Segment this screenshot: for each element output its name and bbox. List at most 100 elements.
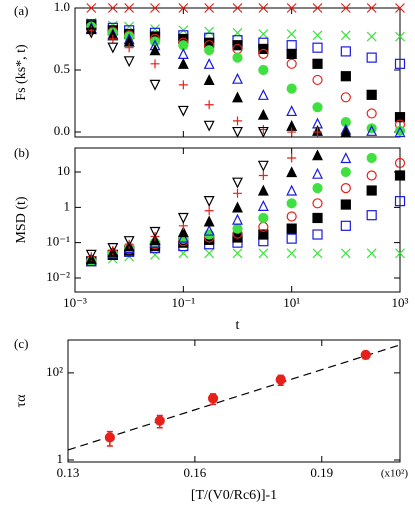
y-tick-label: 1 (57, 451, 64, 466)
plot-frame (74, 147, 401, 293)
data-point (340, 30, 351, 41)
x-tick-label: 0.16 (184, 465, 207, 480)
data-point (177, 231, 189, 243)
data-point (203, 74, 215, 86)
data-point (312, 212, 323, 224)
data-point (394, 126, 406, 138)
data-point (340, 248, 351, 259)
data-point (395, 31, 405, 42)
data-point (258, 212, 269, 224)
data-point (124, 3, 135, 13)
data-point (258, 3, 269, 13)
x-axis-label: [T/(V0/Rc6)]-1 (191, 488, 277, 503)
data-point (178, 80, 188, 90)
data-point (204, 206, 214, 216)
data-point (340, 183, 351, 194)
data-point (312, 3, 323, 13)
data-point (177, 226, 189, 238)
data-point (340, 46, 351, 57)
data-point (312, 229, 323, 240)
data-point (107, 243, 119, 254)
data-point (257, 200, 269, 211)
data-point (395, 3, 405, 13)
data-point (257, 126, 269, 138)
data-point (123, 56, 135, 68)
data-point (232, 223, 243, 234)
data-point (150, 59, 160, 69)
data-point (340, 199, 351, 210)
data-point (257, 88, 269, 100)
y-tick-label: 10⁻² (46, 269, 70, 284)
data-point (287, 127, 297, 137)
data-point (123, 236, 135, 248)
x-tick-label: 10⁻³ (63, 295, 87, 310)
data-point (366, 108, 377, 119)
data-point (177, 57, 189, 69)
data-point (232, 91, 243, 103)
y-axis-label: τα (14, 394, 29, 408)
data-point (394, 157, 406, 169)
data-point (366, 210, 377, 221)
data-point (340, 92, 351, 103)
data-point (232, 177, 243, 189)
data-point (286, 48, 297, 59)
data-point (275, 374, 286, 385)
data-point (104, 432, 115, 443)
fit-line (67, 344, 401, 451)
data-point (286, 83, 297, 94)
data-point (232, 40, 243, 51)
x-tick-label: 10⁻¹ (171, 295, 195, 310)
data-point (177, 212, 189, 224)
data-point (312, 183, 323, 194)
data-point (286, 29, 297, 39)
data-point (394, 170, 406, 181)
data-point (232, 126, 243, 138)
data-point (203, 120, 215, 132)
y-tick-label: 1.0 (54, 0, 70, 14)
data-point (232, 3, 243, 13)
data-point (203, 57, 215, 69)
data-point (149, 44, 161, 56)
data-point (258, 248, 269, 259)
data-point (177, 105, 189, 117)
data-point (257, 184, 269, 196)
data-point (124, 239, 134, 249)
data-point (257, 160, 269, 172)
data-point (258, 29, 269, 39)
data-point (177, 48, 189, 59)
data-point (340, 3, 351, 13)
data-point (233, 116, 242, 126)
data-point (286, 105, 298, 117)
data-point (207, 393, 219, 404)
data-point (232, 201, 243, 213)
data-point (233, 188, 242, 198)
data-point (286, 223, 297, 234)
data-point (124, 43, 134, 53)
data-point (108, 34, 118, 44)
data-point (360, 349, 371, 360)
y-axis-label: MSD (t) (14, 196, 29, 243)
data-point (366, 185, 377, 196)
data-point (286, 198, 297, 209)
data-point (286, 166, 298, 178)
data-point (394, 58, 406, 69)
data-point (340, 126, 352, 138)
data-point (85, 27, 97, 39)
data-point (286, 58, 297, 69)
data-point (366, 52, 377, 63)
data-point (312, 248, 323, 259)
annotation: (x10²) (381, 468, 408, 480)
data-point (366, 248, 377, 259)
data-point (203, 196, 215, 207)
data-point (340, 152, 352, 164)
data-point (258, 170, 268, 180)
data-point (204, 3, 215, 13)
data-point (312, 30, 323, 41)
y-axis-label: Fs (ks*, t) (14, 44, 29, 101)
data-point (286, 233, 297, 244)
x-axis-label: t (236, 318, 240, 333)
data-point (232, 72, 243, 84)
data-point (178, 3, 189, 13)
data-point (204, 100, 214, 110)
